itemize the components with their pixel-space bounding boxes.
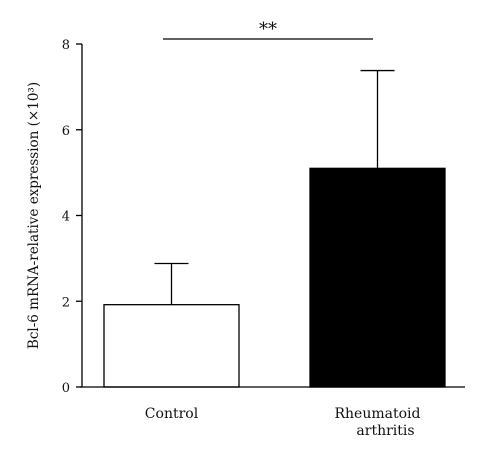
y-tick-label-6: 6 — [62, 124, 70, 139]
y-axis-label: Bcl-6 mRNA-relative expression (×10³) — [26, 82, 42, 349]
y-axis-ticks: 0 2 4 6 8 — [62, 38, 82, 396]
bar-1 — [103, 304, 240, 388]
error-bars — [154, 69, 395, 305]
bar-2 — [309, 167, 446, 388]
category-label-1-line-1: Control — [145, 406, 199, 422]
category-label-2-line-1: Rheumatoid — [335, 406, 421, 422]
significance-label: ** — [259, 19, 277, 40]
y-tick-label-4: 4 — [62, 210, 70, 225]
significance-annotation: ** — [163, 19, 373, 40]
y-tick-label-2: 2 — [62, 295, 70, 310]
category-label-2-line-2: arthritis — [356, 423, 414, 439]
y-tick-label-0: 0 — [62, 381, 70, 396]
y-tick-label-8: 8 — [62, 38, 70, 53]
bars — [103, 167, 446, 388]
